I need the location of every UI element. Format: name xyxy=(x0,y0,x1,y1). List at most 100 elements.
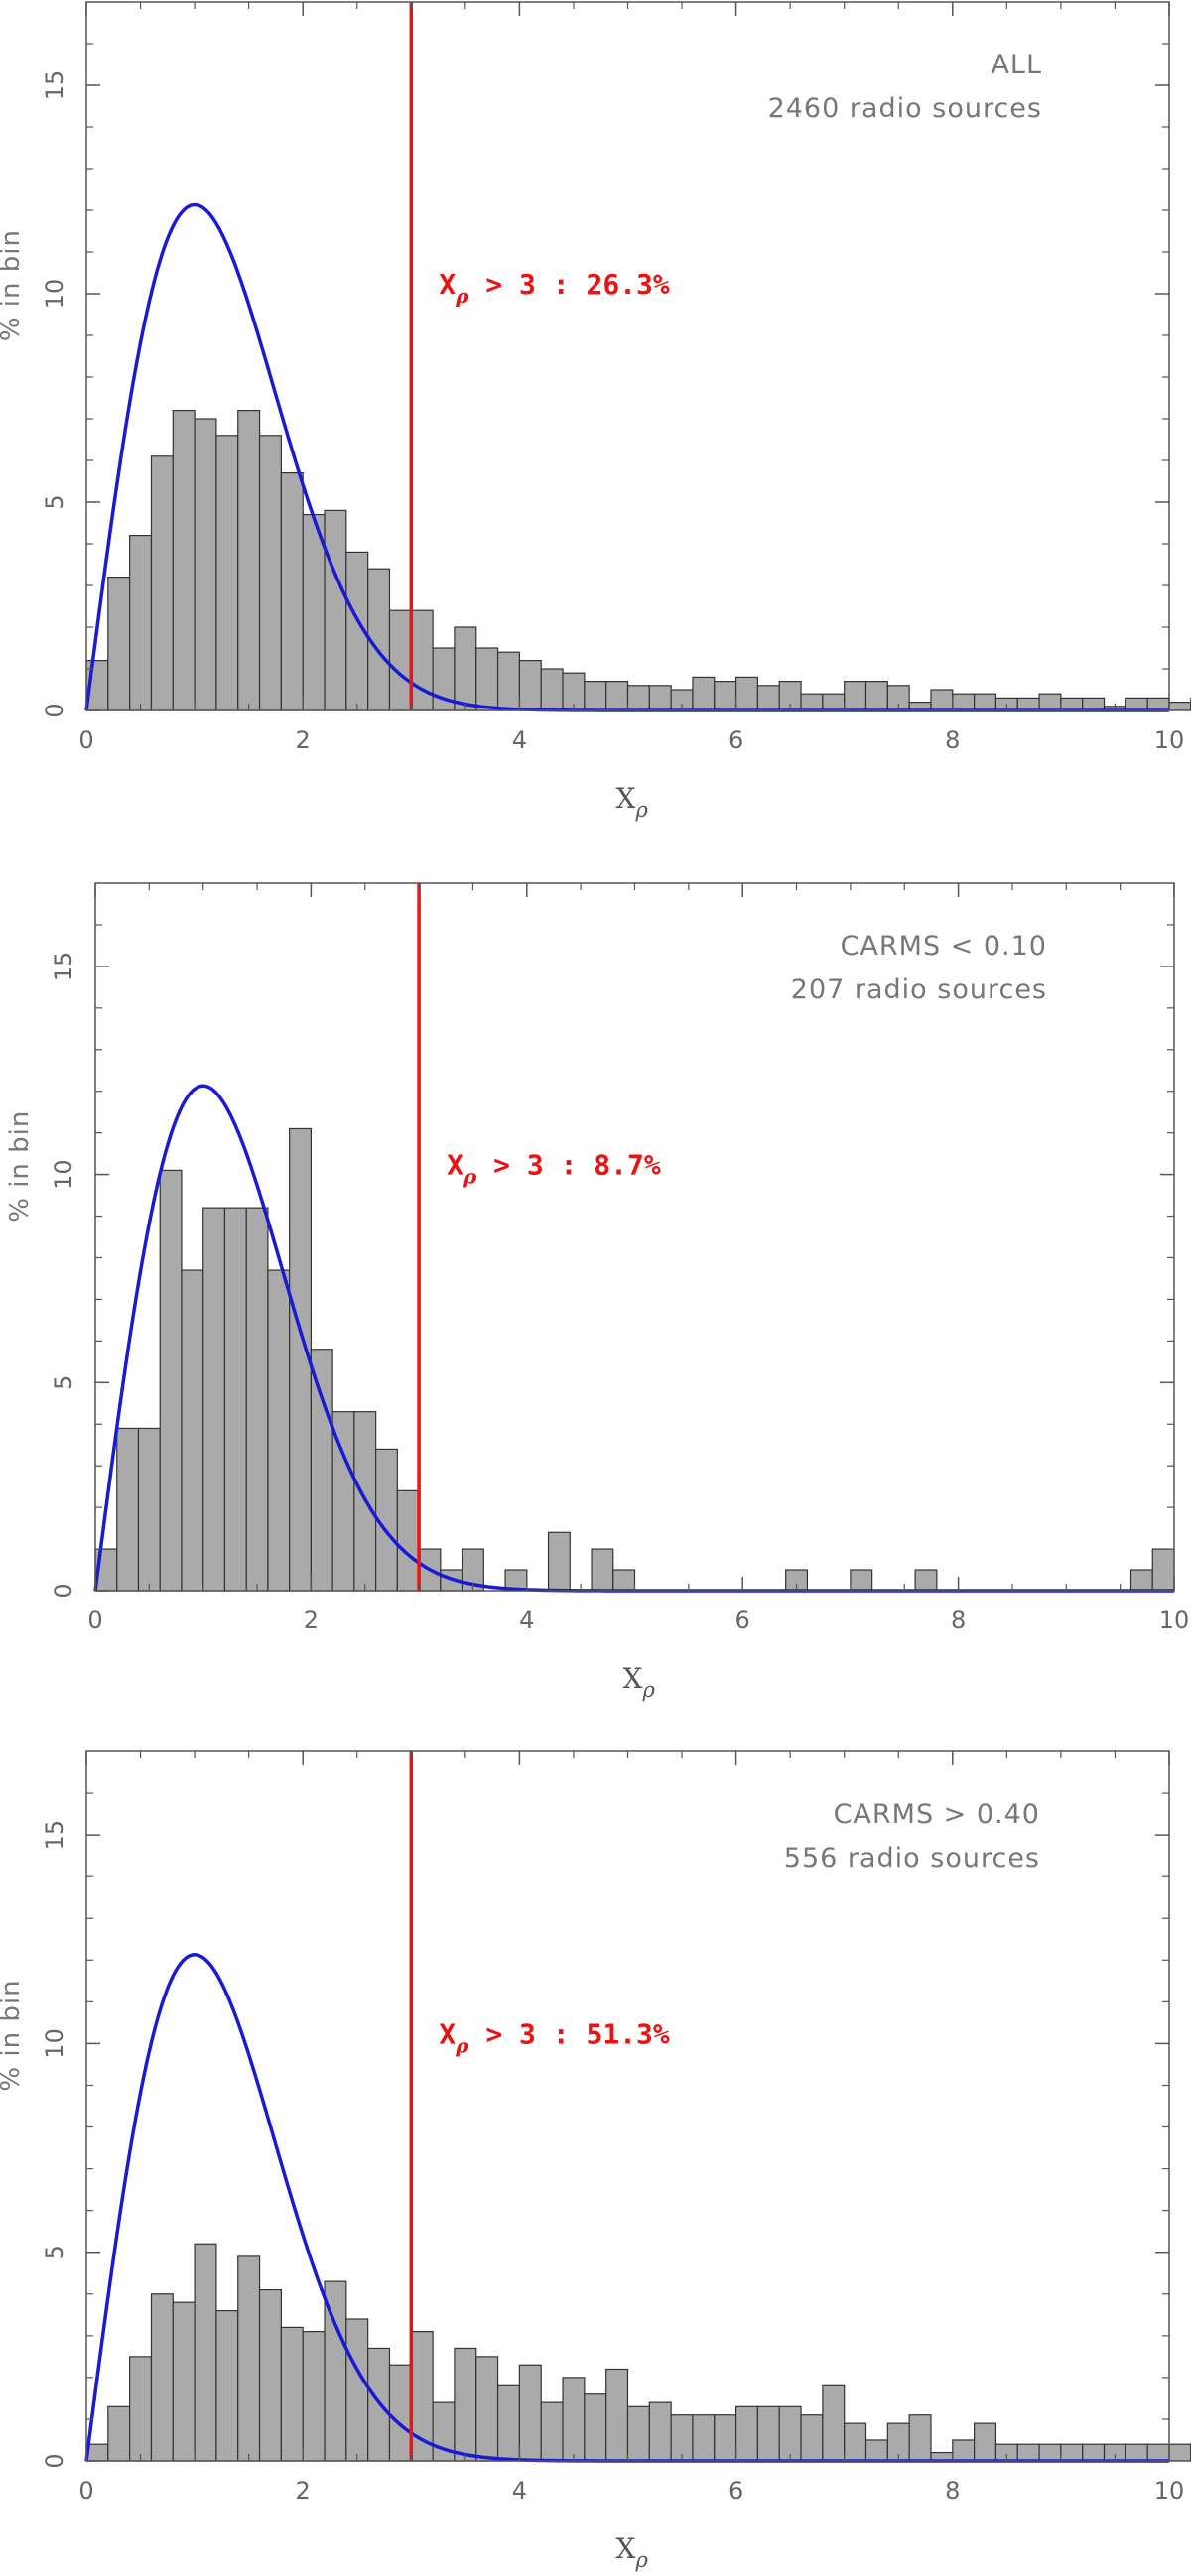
histogram-bar xyxy=(692,676,716,711)
threshold-label: Xρ > 3 : 8.7% xyxy=(447,1149,661,1189)
histogram-bar xyxy=(844,2422,867,2462)
histogram-bar xyxy=(258,435,282,711)
histogram-bar xyxy=(302,513,326,711)
y-tick-label: 5 xyxy=(41,2245,68,2259)
histogram-bar xyxy=(864,680,888,711)
x-axis-label-main: X xyxy=(616,2532,636,2565)
histogram-bar xyxy=(280,472,304,711)
x-axis-label-sub: ρ xyxy=(634,2548,648,2572)
panel-annotation-line: 556 radio sources xyxy=(784,1843,1040,1873)
histogram-bar xyxy=(223,1207,247,1592)
threshold-label-rest: > 3 : 8.7% xyxy=(476,1149,661,1182)
histogram-bar xyxy=(258,2288,282,2462)
histogram-bar xyxy=(800,693,824,711)
histogram-bars xyxy=(94,1127,1175,1592)
histogram-bar xyxy=(914,1569,938,1592)
histogram-bar xyxy=(150,455,174,711)
histogram-bar xyxy=(194,418,217,711)
histogram-bar xyxy=(454,2347,477,2462)
histogram-bar xyxy=(237,2255,261,2462)
histogram-bar xyxy=(584,680,607,711)
histogram-bar xyxy=(237,410,261,711)
histogram-bar xyxy=(215,435,239,711)
x-tick-label: 6 xyxy=(735,1607,750,1634)
histogram-bar xyxy=(159,1169,183,1592)
histogram-bar xyxy=(952,2439,976,2462)
y-axis-label: % in bin xyxy=(5,1110,35,1223)
histogram-bar xyxy=(345,2318,369,2462)
histogram-bar xyxy=(562,2377,586,2462)
histogram-bar xyxy=(1060,2443,1084,2462)
histogram-bar xyxy=(1146,2443,1170,2462)
histogram-bar xyxy=(215,2309,239,2462)
histogram-bar xyxy=(267,1269,291,1592)
histogram-bar xyxy=(1060,697,1084,711)
histogram-bar xyxy=(194,2243,217,2462)
threshold-label-main: X xyxy=(439,268,456,301)
histogram-bar xyxy=(648,685,672,711)
histogram-bar xyxy=(1129,1569,1153,1592)
histogram-bar xyxy=(778,2405,802,2462)
histogram-bar xyxy=(324,509,347,711)
x-axis-label-main: X xyxy=(616,782,636,815)
histogram-bar xyxy=(1151,1548,1175,1592)
histogram-bar xyxy=(800,2414,824,2462)
threshold-label: Xρ > 3 : 51.3% xyxy=(439,2017,670,2057)
histogram-bar xyxy=(612,1569,636,1592)
histogram-bar xyxy=(388,2364,412,2462)
histogram-bar xyxy=(974,693,997,711)
histogram-bar xyxy=(756,685,780,711)
x-axis-label-sub: ρ xyxy=(641,1678,655,1702)
threshold-label: Xρ > 3 : 26.3% xyxy=(439,268,670,308)
x-tick-label: 2 xyxy=(304,1607,319,1634)
x-tick-label: 0 xyxy=(78,726,93,754)
y-tick-label: 15 xyxy=(41,70,68,101)
histogram-bar xyxy=(1168,701,1191,711)
y-tick-label: 0 xyxy=(50,1583,77,1598)
x-tick-label: 10 xyxy=(1159,1607,1190,1634)
y-tick-label: 10 xyxy=(41,279,68,310)
histogram-panel-2: 0 2 4 6 8 10 0 5 10 15 Xρ % in bin CARMS < 0.10 207 r… xyxy=(5,882,1190,1702)
threshold-label-sub: ρ xyxy=(455,2033,469,2057)
histogram-bar xyxy=(107,2405,131,2462)
histogram-bar xyxy=(952,693,976,711)
x-tick-label: 2 xyxy=(296,726,311,754)
histogram-bars xyxy=(85,410,1191,711)
threshold-label-sub: ρ xyxy=(455,284,469,308)
histogram-bar xyxy=(245,1207,269,1592)
y-axis-label: % in bin xyxy=(0,1979,26,2091)
threshold-label-rest: > 3 : 51.3% xyxy=(468,2017,669,2050)
y-tick-label: 5 xyxy=(41,494,68,509)
histogram-bar xyxy=(1168,2443,1191,2462)
histogram-bar xyxy=(822,693,846,711)
histogram-bar xyxy=(1125,2443,1148,2462)
x-tick-label: 0 xyxy=(87,1607,102,1634)
histogram-bar xyxy=(1016,2443,1040,2462)
x-tick-label: 8 xyxy=(945,726,960,754)
histogram-bar xyxy=(172,2301,196,2462)
histogram-bar xyxy=(1146,697,1170,711)
histogram-bar xyxy=(714,680,737,711)
x-tick-label: 4 xyxy=(519,1607,534,1634)
histogram-bar xyxy=(734,2405,759,2462)
threshold-label-sub: ρ xyxy=(463,1165,477,1189)
histogram-bar xyxy=(930,689,954,711)
histogram-bar xyxy=(908,2414,932,2462)
histogram-bar xyxy=(1038,693,1062,711)
histogram-bar xyxy=(584,2393,607,2462)
histogram-bar xyxy=(844,680,867,711)
histogram-bar xyxy=(396,1489,420,1592)
histogram-bar xyxy=(129,534,153,711)
y-tick-label: 5 xyxy=(50,1375,77,1390)
x-axis-label-main: X xyxy=(623,1662,643,1695)
histogram-bar xyxy=(310,1349,333,1592)
x-tick-label: 10 xyxy=(1154,2477,1185,2505)
x-axis-label: Xρ xyxy=(616,2532,649,2572)
y-tick-label: 0 xyxy=(41,703,68,717)
y-tick-label: 10 xyxy=(50,1159,77,1190)
histogram-bar xyxy=(547,1531,571,1592)
histogram-bar xyxy=(714,2414,737,2462)
histogram-bar xyxy=(518,2364,542,2462)
histogram-bar xyxy=(974,2422,997,2462)
